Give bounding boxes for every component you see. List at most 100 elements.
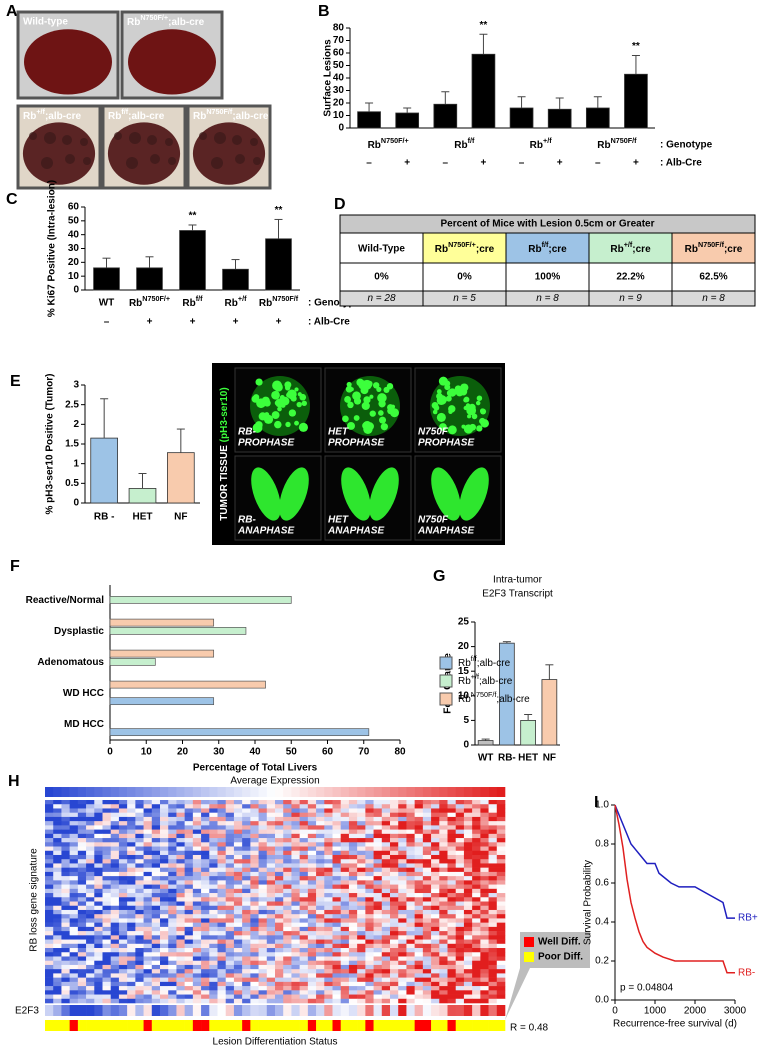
heatmap-cell (283, 961, 292, 966)
heatmap-cell (250, 999, 259, 1004)
heatmap-cell (390, 969, 399, 974)
heatmap-cell (45, 969, 54, 974)
heatmap-cell (168, 876, 177, 881)
heatmap-cell (218, 868, 227, 873)
heatmap-cell (341, 825, 350, 830)
heatmap-cell (497, 944, 506, 949)
error-bar (441, 92, 449, 105)
heatmap-cell (308, 965, 317, 970)
heatmap-cell (152, 961, 161, 966)
status-cell (489, 1020, 498, 1031)
heatmap-cell (127, 906, 136, 911)
x-tick-label: 60 (322, 747, 334, 758)
heatmap-cell (70, 876, 79, 881)
x-tick-label: WT (478, 753, 494, 764)
heatmap-cell (357, 889, 366, 894)
heatmap-cell (267, 931, 276, 936)
x-tick-label: + (633, 158, 639, 169)
heatmap-cell (431, 851, 440, 856)
heatmap-cell (439, 889, 448, 894)
heatmap-cell (242, 800, 251, 805)
heatmap-cell (365, 931, 374, 936)
heatmap-cell (448, 842, 457, 847)
x-tick-label: Rb+/f (225, 294, 248, 309)
heatmap-cell (423, 851, 432, 856)
gradient-cell (480, 787, 489, 797)
heatmap-cell (45, 961, 54, 966)
heatmap-cell (497, 876, 506, 881)
panel-label: D (334, 196, 346, 213)
heatmap-cell (45, 982, 54, 987)
status-cell (431, 1020, 440, 1031)
heatmap-cell (349, 902, 358, 907)
heatmap-cell (333, 842, 342, 847)
heatmap-cell (300, 834, 309, 839)
heatmap-cell (61, 914, 70, 919)
heatmap-cell (70, 838, 79, 843)
heatmap-cell (127, 838, 136, 843)
heatmap-cell (406, 868, 415, 873)
heatmap-cell (185, 825, 194, 830)
heatmap-cell (423, 910, 432, 915)
heatmap-cell (86, 838, 95, 843)
heatmap-cell (193, 825, 202, 830)
e2f3-cell (135, 1005, 144, 1016)
heatmap-cell (300, 927, 309, 932)
heatmap-cell (250, 808, 259, 813)
heatmap-cell (176, 889, 185, 894)
heatmap-cell (275, 876, 284, 881)
heatmap-cell (94, 906, 103, 911)
heatmap-cell (365, 999, 374, 1004)
heatmap-cell (349, 948, 358, 953)
heatmap-cell (168, 889, 177, 894)
heatmap-cell (349, 952, 358, 957)
heatmap-cell (341, 897, 350, 902)
heatmap-cell (291, 855, 300, 860)
heatmap-cell (275, 868, 284, 873)
heatmap-cell (283, 893, 292, 898)
heatmap-cell (300, 817, 309, 822)
heatmap-cell (259, 897, 268, 902)
heatmap-cell (406, 986, 415, 991)
heatmap-cell (333, 982, 342, 987)
heatmap-cell (341, 855, 350, 860)
heatmap-cell (341, 817, 350, 822)
heatmap-cell (349, 999, 358, 1004)
heatmap-cell (152, 923, 161, 928)
panel-label: F (10, 558, 20, 575)
heatmap-cell (464, 935, 473, 940)
heatmap-cell (119, 859, 128, 864)
heatmap-cell (365, 868, 374, 873)
heatmap-cell (218, 813, 227, 818)
heatmap-cell (316, 952, 325, 957)
heatmap-cell (291, 923, 300, 928)
heatmap-cell (374, 995, 383, 1000)
heatmap-cell (480, 838, 489, 843)
heatmap-cell (86, 821, 95, 826)
heatmap-cell (61, 944, 70, 949)
heatmap-cell (374, 851, 383, 856)
heatmap-cell (45, 918, 54, 923)
heatmap-cell (398, 965, 407, 970)
n-text: n = 8 (536, 293, 559, 304)
heatmap-cell (160, 838, 169, 843)
lesion (83, 157, 91, 165)
heatmap-cell (45, 902, 54, 907)
heatmap-cell (300, 813, 309, 818)
x-tick-label: – (443, 158, 449, 169)
heatmap-cell (242, 851, 251, 856)
heatmap-cell (283, 965, 292, 970)
heatmap-cell (209, 821, 218, 826)
heatmap-cell (185, 804, 194, 809)
heatmap-cell (423, 931, 432, 936)
bar (167, 453, 194, 503)
heatmap-cell (448, 906, 457, 911)
heatmap-cell (291, 851, 300, 856)
heatmap-cell (480, 914, 489, 919)
heatmap-cell (365, 863, 374, 868)
heatmap-cell (226, 847, 235, 852)
heatmap-cell (185, 800, 194, 805)
heatmap-cell (176, 914, 185, 919)
heatmap-cell (406, 902, 415, 907)
heatmap-cell (61, 855, 70, 860)
